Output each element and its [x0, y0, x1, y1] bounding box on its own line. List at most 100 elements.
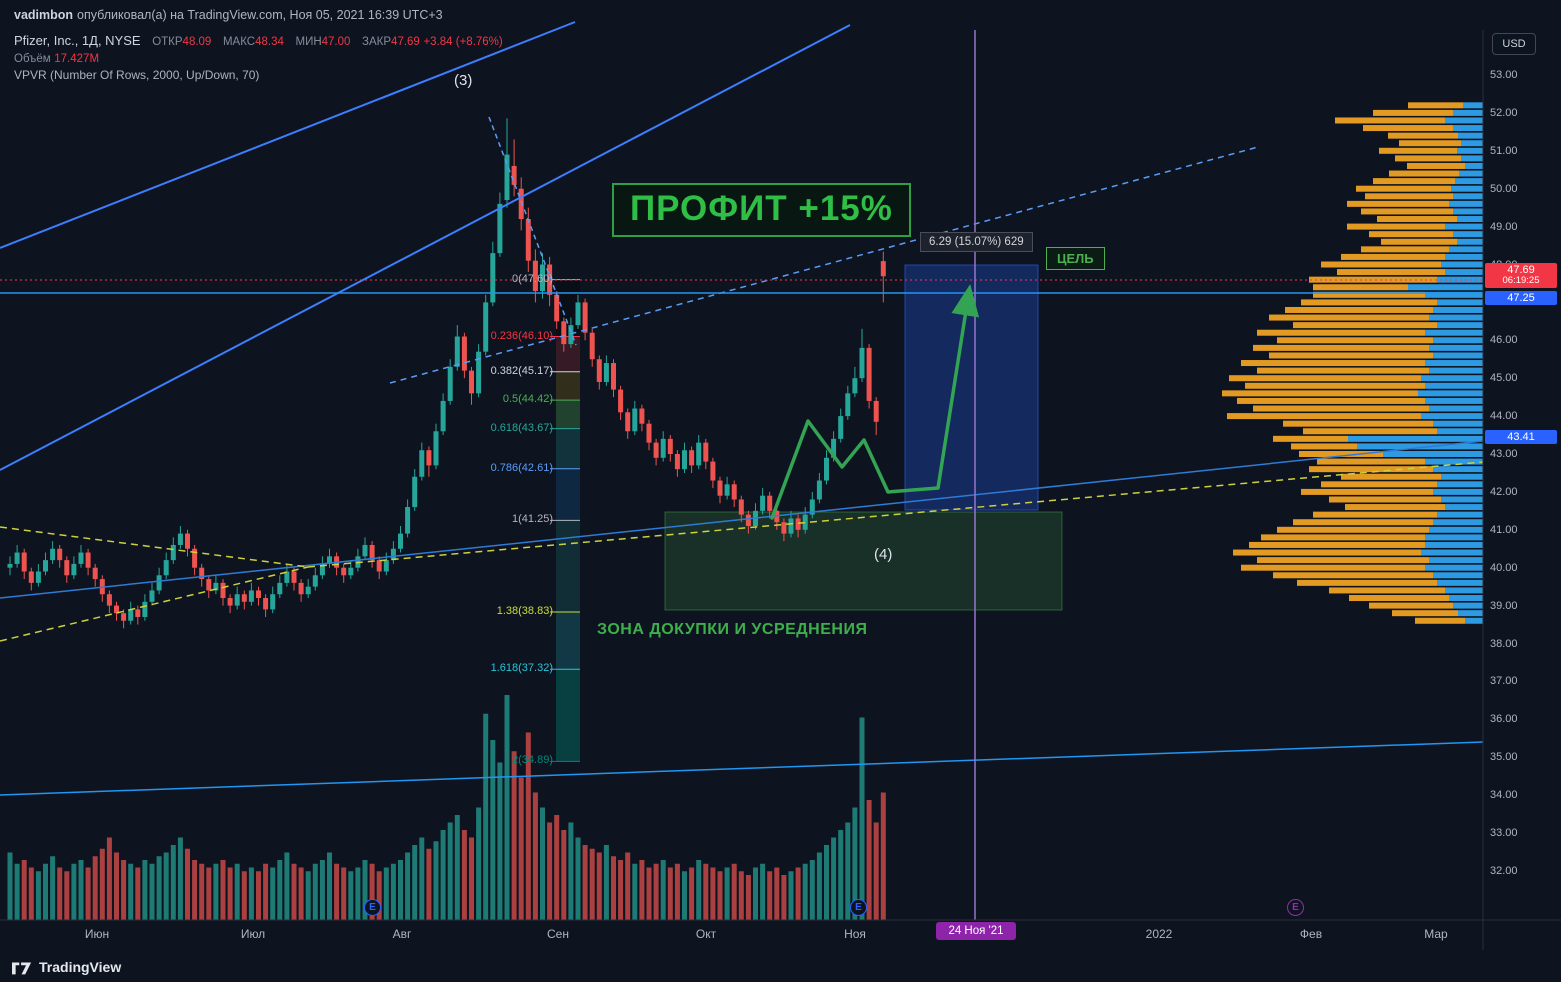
vpvr-down-bar: [1291, 443, 1357, 450]
earnings-icon[interactable]: E: [850, 899, 867, 916]
vpvr-down-bar: [1253, 344, 1429, 351]
indicator-row[interactable]: VPVR (Number Of Rows, 2000, Up/Down, 70): [14, 67, 503, 82]
volume-bar: [284, 852, 290, 920]
volume-bar: [390, 863, 396, 920]
candle: [469, 370, 474, 394]
tradingview-logo-icon[interactable]: [12, 960, 32, 975]
close-label: ЗАКР: [362, 36, 392, 48]
price-tick-label: 51.00: [1490, 144, 1518, 157]
vpvr-up-bar: [1453, 125, 1483, 132]
volume-bar: [348, 871, 354, 920]
vpvr-down-bar: [1301, 488, 1433, 495]
vpvr-up-bar: [1433, 572, 1483, 579]
candle: [447, 366, 453, 401]
candle: [234, 594, 240, 606]
candle: [177, 533, 183, 545]
vpvr-down-bar: [1233, 549, 1421, 556]
candle: [78, 552, 84, 564]
fib-level-label: 1.38(38.83): [496, 605, 553, 618]
volume-bar: [92, 856, 98, 920]
volume-bar: [561, 830, 567, 920]
channel-upper-line[interactable]: [0, 21, 576, 249]
symbol-title-row[interactable]: Pfizer, Inc., 1Д, NYSE ОТКР48.09 МАКС48.…: [14, 33, 503, 48]
long-trend-line[interactable]: [0, 440, 1484, 599]
trade-path-zigzag[interactable]: [770, 419, 940, 520]
candle: [717, 480, 723, 496]
volume-bar: [341, 867, 347, 920]
vpvr-down-bar: [1277, 526, 1429, 533]
candle: [419, 450, 425, 477]
candle: [376, 560, 382, 572]
candle: [859, 347, 865, 379]
candle: [674, 454, 680, 470]
candle: [596, 359, 602, 382]
vpvr-down-bar: [1399, 140, 1461, 147]
candle: [405, 507, 411, 534]
volume-bar: [618, 860, 624, 920]
lower-support-line[interactable]: [0, 741, 1484, 796]
volume-bar: [383, 867, 389, 920]
symbol-legend: Pfizer, Inc., 1Д, NYSE ОТКР48.09 МАКС48.…: [14, 33, 503, 84]
wedge-upper-yellow[interactable]: [0, 526, 309, 568]
candle: [696, 442, 702, 466]
candle: [14, 552, 20, 564]
projection-arrow[interactable]: [936, 284, 980, 489]
vpvr-down-bar: [1356, 185, 1451, 192]
trend-lines: [0, 21, 1484, 920]
earnings-icon[interactable]: E: [364, 899, 381, 916]
projection-box: [904, 264, 1039, 511]
price-tick-label: 41.00: [1490, 523, 1518, 536]
vpvr-up-bar: [1437, 322, 1483, 329]
candle: [547, 264, 553, 295]
volume-bar: [625, 852, 631, 920]
long-yellow-dashed[interactable]: [307, 461, 1484, 568]
vpvr-up-bar: [1383, 451, 1483, 457]
symbol-title[interactable]: Pfizer, Inc., 1Д, NYSE: [14, 33, 141, 48]
volume-bar: [362, 860, 368, 920]
vpvr-up-bar: [1458, 610, 1483, 617]
vpvr-down-bar: [1309, 466, 1433, 473]
peak-decline-dashed-line[interactable]: [488, 116, 577, 346]
volume-value: 17.427M: [54, 53, 100, 65]
tradingview-brand[interactable]: TradingView: [39, 959, 122, 975]
vpvr-down-bar: [1309, 276, 1437, 283]
vpvr-up-bar: [1437, 481, 1483, 488]
candle: [263, 598, 269, 610]
candle: [412, 476, 418, 508]
candle: [92, 567, 98, 580]
channel-lower-line[interactable]: [0, 24, 851, 471]
vpvr-down-bar: [1273, 435, 1348, 442]
volume-bar: [156, 856, 162, 920]
candle: [653, 442, 659, 458]
candle: [21, 552, 27, 572]
volume-row[interactable]: Объём 17.427M: [14, 50, 503, 65]
candle: [28, 571, 34, 583]
vpvr-down-bar: [1293, 322, 1437, 329]
currency-button[interactable]: USD: [1492, 33, 1536, 55]
vpvr-down-bar: [1229, 375, 1421, 382]
wedge-lower-yellow[interactable]: [0, 566, 309, 642]
candle: [149, 590, 155, 602]
earnings-icon[interactable]: E: [1287, 899, 1304, 916]
candle: [7, 563, 13, 568]
vpvr-up-bar: [1429, 405, 1483, 412]
vpvr-down-bar: [1299, 451, 1383, 457]
vpvr-down-bar: [1301, 299, 1437, 306]
volume-bar: [532, 792, 538, 920]
volume-bar: [263, 863, 269, 920]
volume-bar: [248, 867, 254, 920]
vpvr-up-bar: [1421, 375, 1483, 382]
candle: [525, 219, 531, 261]
vpvr-down-bar: [1257, 557, 1429, 564]
vpvr-up-bar: [1437, 511, 1483, 518]
volume-bar: [149, 863, 155, 920]
candle: [277, 582, 283, 595]
candle: [476, 351, 482, 394]
author-name[interactable]: vadimbon: [14, 8, 74, 22]
volume-bar: [809, 860, 815, 920]
vpvr-down-bar: [1365, 193, 1453, 200]
rising-dashed-line[interactable]: [389, 146, 1259, 384]
volume-bar: [795, 867, 801, 920]
